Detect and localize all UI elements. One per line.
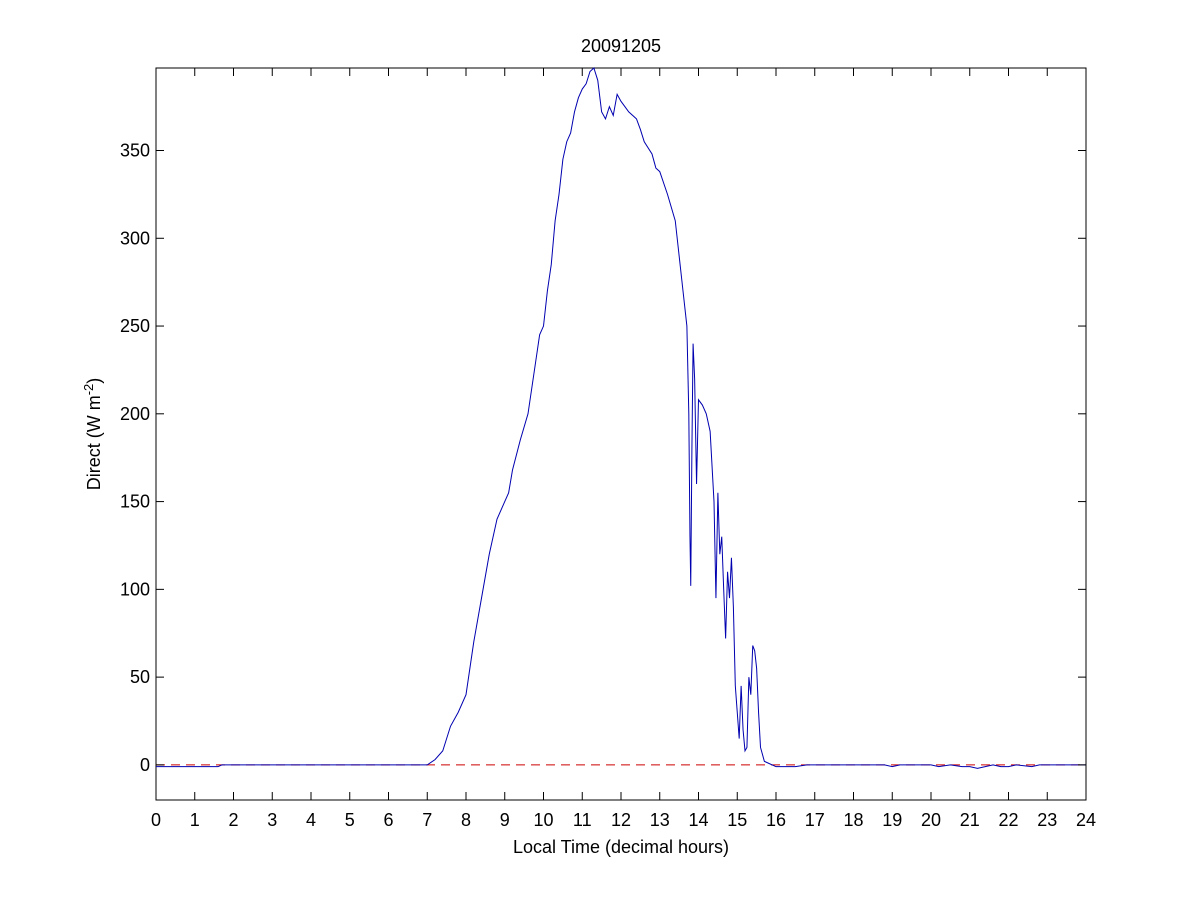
x-tick-label: 15 (727, 810, 747, 830)
x-tick-label: 4 (306, 810, 316, 830)
y-tick-label: 150 (120, 492, 150, 512)
y-tick-label: 50 (130, 667, 150, 687)
chart-title: 20091205 (581, 36, 661, 56)
y-axis-title-main: Direct (W m (84, 395, 104, 490)
x-tick-label: 13 (650, 810, 670, 830)
x-tick-label: 10 (533, 810, 553, 830)
x-tick-label: 11 (573, 810, 592, 830)
x-tick-label: 3 (267, 810, 277, 830)
x-tick-label: 2 (228, 810, 238, 830)
y-tick-label: 100 (120, 579, 150, 599)
x-tick-label: 16 (766, 810, 786, 830)
x-tick-label: 22 (998, 810, 1018, 830)
y-tick-label: 250 (120, 316, 150, 336)
x-tick-label: 6 (383, 810, 393, 830)
x-axis-title: Local Time (decimal hours) (513, 837, 729, 857)
x-tick-label: 23 (1037, 810, 1057, 830)
x-tick-label: 14 (688, 810, 708, 830)
x-tick-label: 1 (190, 810, 200, 830)
x-tick-label: 5 (345, 810, 355, 830)
direct-irradiance-series-line (156, 67, 1086, 769)
x-tick-label: 12 (611, 810, 631, 830)
plot-area-frame (155, 67, 1087, 801)
x-tick-label: 18 (843, 810, 863, 830)
y-axis-title: Direct (W m-2) (81, 378, 104, 491)
x-tick-label: 20 (921, 810, 941, 830)
x-tick-label: 0 (151, 810, 161, 830)
y-tick-label: 300 (120, 228, 150, 248)
x-tick-label: 7 (422, 810, 432, 830)
y-axis-title-superscript: -2 (81, 384, 96, 396)
x-tick-label: 8 (461, 810, 471, 830)
x-tick-label: 17 (805, 810, 825, 830)
y-tick-label: 0 (140, 755, 150, 775)
y-tick-label: 350 (120, 141, 150, 161)
x-tick-label: 19 (882, 810, 902, 830)
y-tick-label: 200 (120, 404, 150, 424)
x-tick-label: 24 (1076, 810, 1096, 830)
x-tick-label: 21 (960, 810, 980, 830)
y-axis-title-close: ) (84, 378, 104, 384)
x-tick-label: 9 (500, 810, 510, 830)
